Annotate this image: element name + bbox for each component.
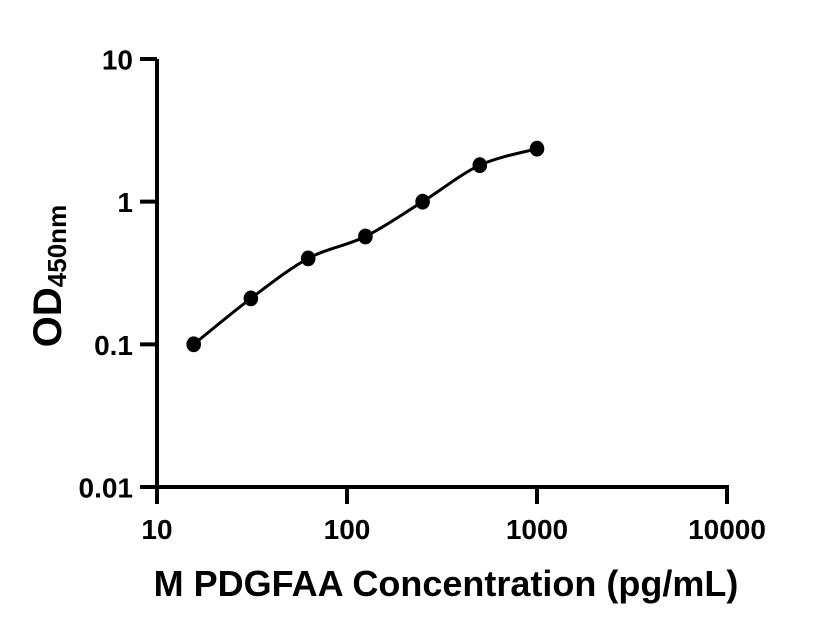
data-point [186,336,201,353]
x-tick-label: 100 [324,514,371,545]
fit-curve [192,147,538,346]
y-tick-label: 0.01 [79,473,134,504]
data-point [415,193,430,210]
x-tick-label: 1000 [506,514,568,545]
data-point [472,157,488,174]
y-tick-label: 1 [117,187,133,218]
x-tick-label: 10000 [688,514,766,545]
data-point [529,140,545,157]
axis-spines [155,59,729,489]
data-point [358,228,373,245]
y-tick-label: 0.1 [94,330,133,361]
x-axis-title: M PDGFAA Concentration (pg/mL) [154,563,739,604]
data-point [300,250,316,267]
x-tick-label: 10 [141,514,172,545]
data-point [243,290,259,307]
y-tick-label: 10 [102,45,133,76]
